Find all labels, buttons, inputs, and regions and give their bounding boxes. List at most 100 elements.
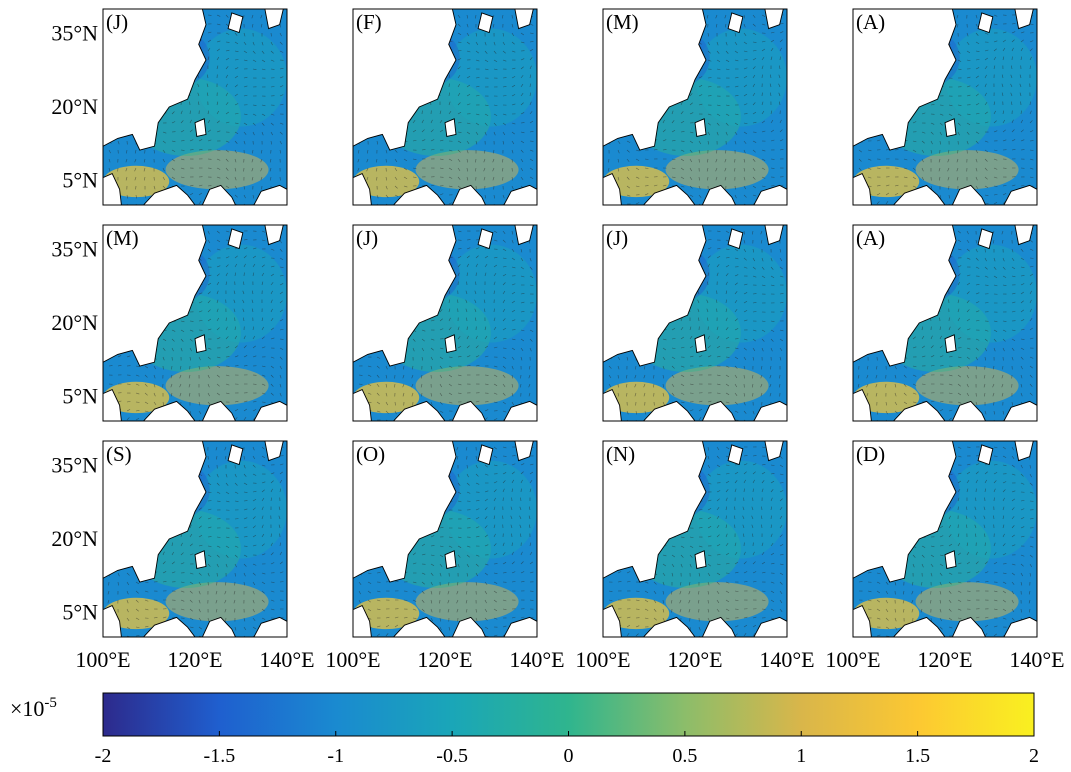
land-mass [392,184,446,205]
latitude-axis: 35°N 20°N 5°N 35°N 20°N 5°N 35°N 20°N 5°N [51,21,98,625]
land-mass [701,616,736,637]
colorbar-tick-label: -0.5 [436,745,468,767]
colorbar-tick-label: 0 [564,745,574,767]
colorbar-tick-label: 1 [796,745,806,767]
panel-frame [602,8,788,206]
panel-label: (A) [856,226,885,250]
land-mass [514,9,534,30]
land-mass [727,228,744,250]
land-mass [701,184,736,205]
panel-frame [352,224,538,422]
land-mass [944,550,957,569]
land-mass [353,441,457,583]
land-mass [603,389,622,421]
land-mass [103,441,207,583]
panel-label: (S) [106,442,132,466]
land-mass [603,9,707,151]
land-mass [194,550,207,569]
longitude-tick-label: 100°E [75,647,130,672]
land-mass [853,225,957,367]
longitude-tick-label: 120°E [917,647,972,672]
map-panel: (D) [852,440,1038,638]
land-mass [603,173,622,205]
latitude-tick-label: 20°N [51,310,98,335]
panel-label: (M) [106,226,139,250]
panel-frame [602,224,788,422]
land-mass [103,173,122,205]
land-mass [392,616,446,637]
land-mass [142,616,196,637]
land-mass [951,400,986,421]
field-anomaly [445,460,537,559]
longitude-tick-label: 140°E [1009,647,1064,672]
land-mass [694,118,707,137]
panel-frame [852,8,1038,206]
land-mass [503,616,537,637]
field-anomaly [195,244,287,343]
land-mass [264,225,284,246]
ocean-field [603,9,787,205]
land-mass [753,616,787,637]
land-mass [951,184,986,205]
land-mass [253,400,287,421]
land-mass [353,605,372,637]
colorbar-tick-label: 0.5 [672,745,697,767]
field-anomaly [195,460,287,559]
land-mass [444,550,457,569]
ocean-field [103,441,287,637]
land-mass [977,444,994,466]
land-mass [753,184,787,205]
ocean-field [853,225,1037,421]
land-mass [853,173,872,205]
panel-frame [602,440,788,638]
land-mass [103,9,207,151]
panel-frame [352,8,538,206]
land-mass [853,441,957,583]
land-mass [603,605,622,637]
land-mass [444,118,457,137]
map-panel: (A) [852,8,1038,206]
colorbar-tick-label: -2 [95,745,112,767]
panel-label: (O) [356,442,385,466]
panel-label: (N) [606,442,635,466]
map-panel: (O) [352,440,538,638]
longitude-tick-label: 140°E [509,647,564,672]
land-mass [103,605,122,637]
longitude-tick-label: 120°E [167,647,222,672]
land-mass [1014,225,1034,246]
panel-frame [102,8,288,206]
field-anomaly [665,366,769,406]
ocean-field [853,9,1037,205]
land-mass [353,389,372,421]
land-mass [103,389,122,421]
latitude-tick-label: 20°N [51,94,98,119]
land-mass [477,228,494,250]
longitude-tick-label: 100°E [575,647,630,672]
land-mass [264,441,284,462]
map-panel: (N) [602,440,788,638]
land-mass [944,118,957,137]
field-anomaly [165,366,269,406]
field-anomaly [665,582,769,622]
land-mass [853,389,872,421]
field-anomaly [665,150,769,190]
land-mass [892,616,946,637]
land-mass [353,225,457,367]
colorbar: -2 -1.5 -1 -0.5 0 0.5 1 1.5 2 ×10-5 [10,692,1039,767]
land-mass [503,400,537,421]
ocean-field [603,441,787,637]
colorbar-tick-label: 2 [1029,745,1039,767]
map-panel: (F) [352,8,538,206]
land-mass [694,550,707,569]
longitude-tick-label: 140°E [259,647,314,672]
land-mass [477,444,494,466]
land-mass [103,225,207,367]
land-mass [514,441,534,462]
land-mass [753,400,787,421]
latitude-tick-label: 35°N [51,237,98,262]
land-mass [944,334,957,353]
land-mass [201,616,236,637]
map-panel: (J) [352,224,538,422]
field-anomaly [945,460,1037,559]
